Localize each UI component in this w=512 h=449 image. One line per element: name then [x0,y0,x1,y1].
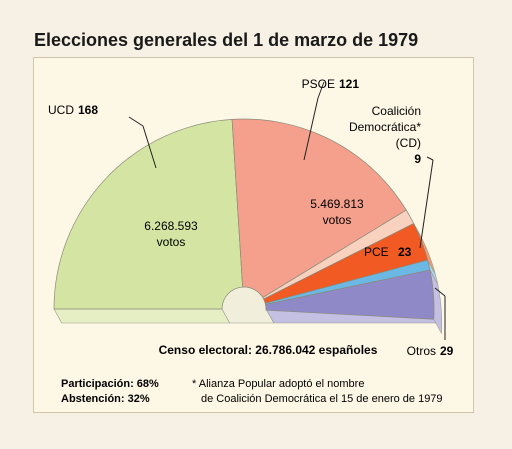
psoe-seats-label: 121 [339,77,359,91]
psoe-slice [231,118,407,299]
chart-labels-layer: 6.268.593 votos 5.469.813 votos UCD 168 PSOE 12… [48,77,454,405]
parliament-chart: 6.268.593 votos 5.469.813 votos UCD 168 PSOE 12… [48,77,454,405]
chart-title: Elecciones generales del 1 de marzo de 1… [34,30,419,50]
ucd-party-label: UCD [48,103,74,117]
ucd-slice [53,119,243,310]
chart-panel: 6.268.593 votos 5.469.813 votos UCD 168 PSOE 12… [33,57,474,413]
cd-party-label-line-2: Democrática* [349,120,421,134]
footnote-line-2: de Coalición Democrática el 15 de enero … [201,393,443,405]
ucd-votes-label: 6.268.593 [144,219,198,233]
cd-seats-label: 9 [414,152,421,166]
ucd-base-face [53,308,231,324]
ucd-seats-label: 168 [78,103,98,117]
pce-party-label: PCE [364,245,389,259]
census-label: Censo electoral: 26.786.042 españoles [159,343,378,357]
psoe-party-label: PSOE [302,77,335,91]
footnote-line-1: * Alianza Popular adoptó el nombre [192,378,364,390]
abstention-label: Abstención: 32% [61,393,150,405]
ucd-votes-unit: votos [157,235,186,249]
cd-leader-2 [419,159,434,249]
ucd-leader-1 [128,116,144,127]
cd-party-label-line-3: (CD) [396,136,421,150]
psoe-leader-2 [303,97,319,161]
ucd-leader-2 [142,125,157,169]
otros-party-label: Otros [407,344,436,358]
psoe-votes-label: 5.469.813 [310,197,364,211]
psoe-leader-1 [317,81,325,99]
cd-leader-1 [426,156,434,161]
cd-party-label-line-1: Coalición [372,104,421,118]
psoe-votes-unit: votos [323,213,352,227]
participation-label: Participación: 68% [61,378,159,390]
chart-slices-layer [53,118,435,320]
otros-slice [265,269,435,320]
pce-seats-label: 23 [398,245,412,259]
otros-leader-1 [434,287,446,297]
otros-seats-label: 29 [440,344,454,358]
